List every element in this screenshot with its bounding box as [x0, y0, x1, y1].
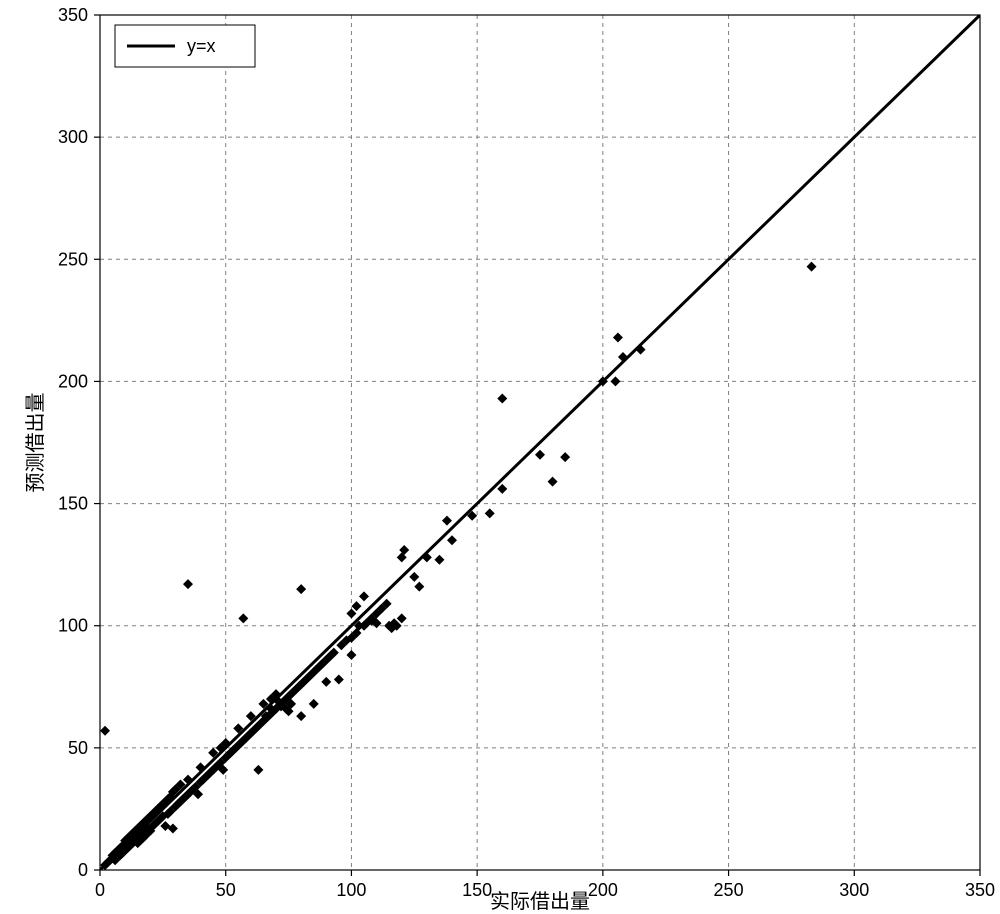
- y-tick-label: 250: [58, 249, 88, 269]
- y-tick-label: 300: [58, 127, 88, 147]
- x-tick-label: 350: [965, 880, 995, 900]
- legend-label: y=x: [187, 36, 216, 56]
- x-tick-label: 150: [462, 880, 492, 900]
- x-tick-label: 0: [95, 880, 105, 900]
- y-tick-label: 200: [58, 371, 88, 391]
- scatter-chart: 0 50 100 150 200 250 300 350 0 50 100 150 200 250 300 3…: [0, 0, 1000, 914]
- x-tick-label: 250: [714, 880, 744, 900]
- x-tick-label: 300: [839, 880, 869, 900]
- y-axis-label: 预测借出量: [24, 393, 47, 493]
- x-tick-label: 100: [336, 880, 366, 900]
- y-tick-label: 0: [78, 860, 88, 880]
- x-tick-label: 200: [588, 880, 618, 900]
- y-tick-label: 50: [68, 738, 88, 758]
- legend: y=x: [115, 25, 255, 67]
- x-tick-label: 50: [216, 880, 236, 900]
- y-tick-label: 350: [58, 5, 88, 25]
- y-tick-label: 150: [58, 494, 88, 514]
- y-tick-label: 100: [58, 616, 88, 636]
- x-axis-label: 实际借出量: [490, 890, 590, 913]
